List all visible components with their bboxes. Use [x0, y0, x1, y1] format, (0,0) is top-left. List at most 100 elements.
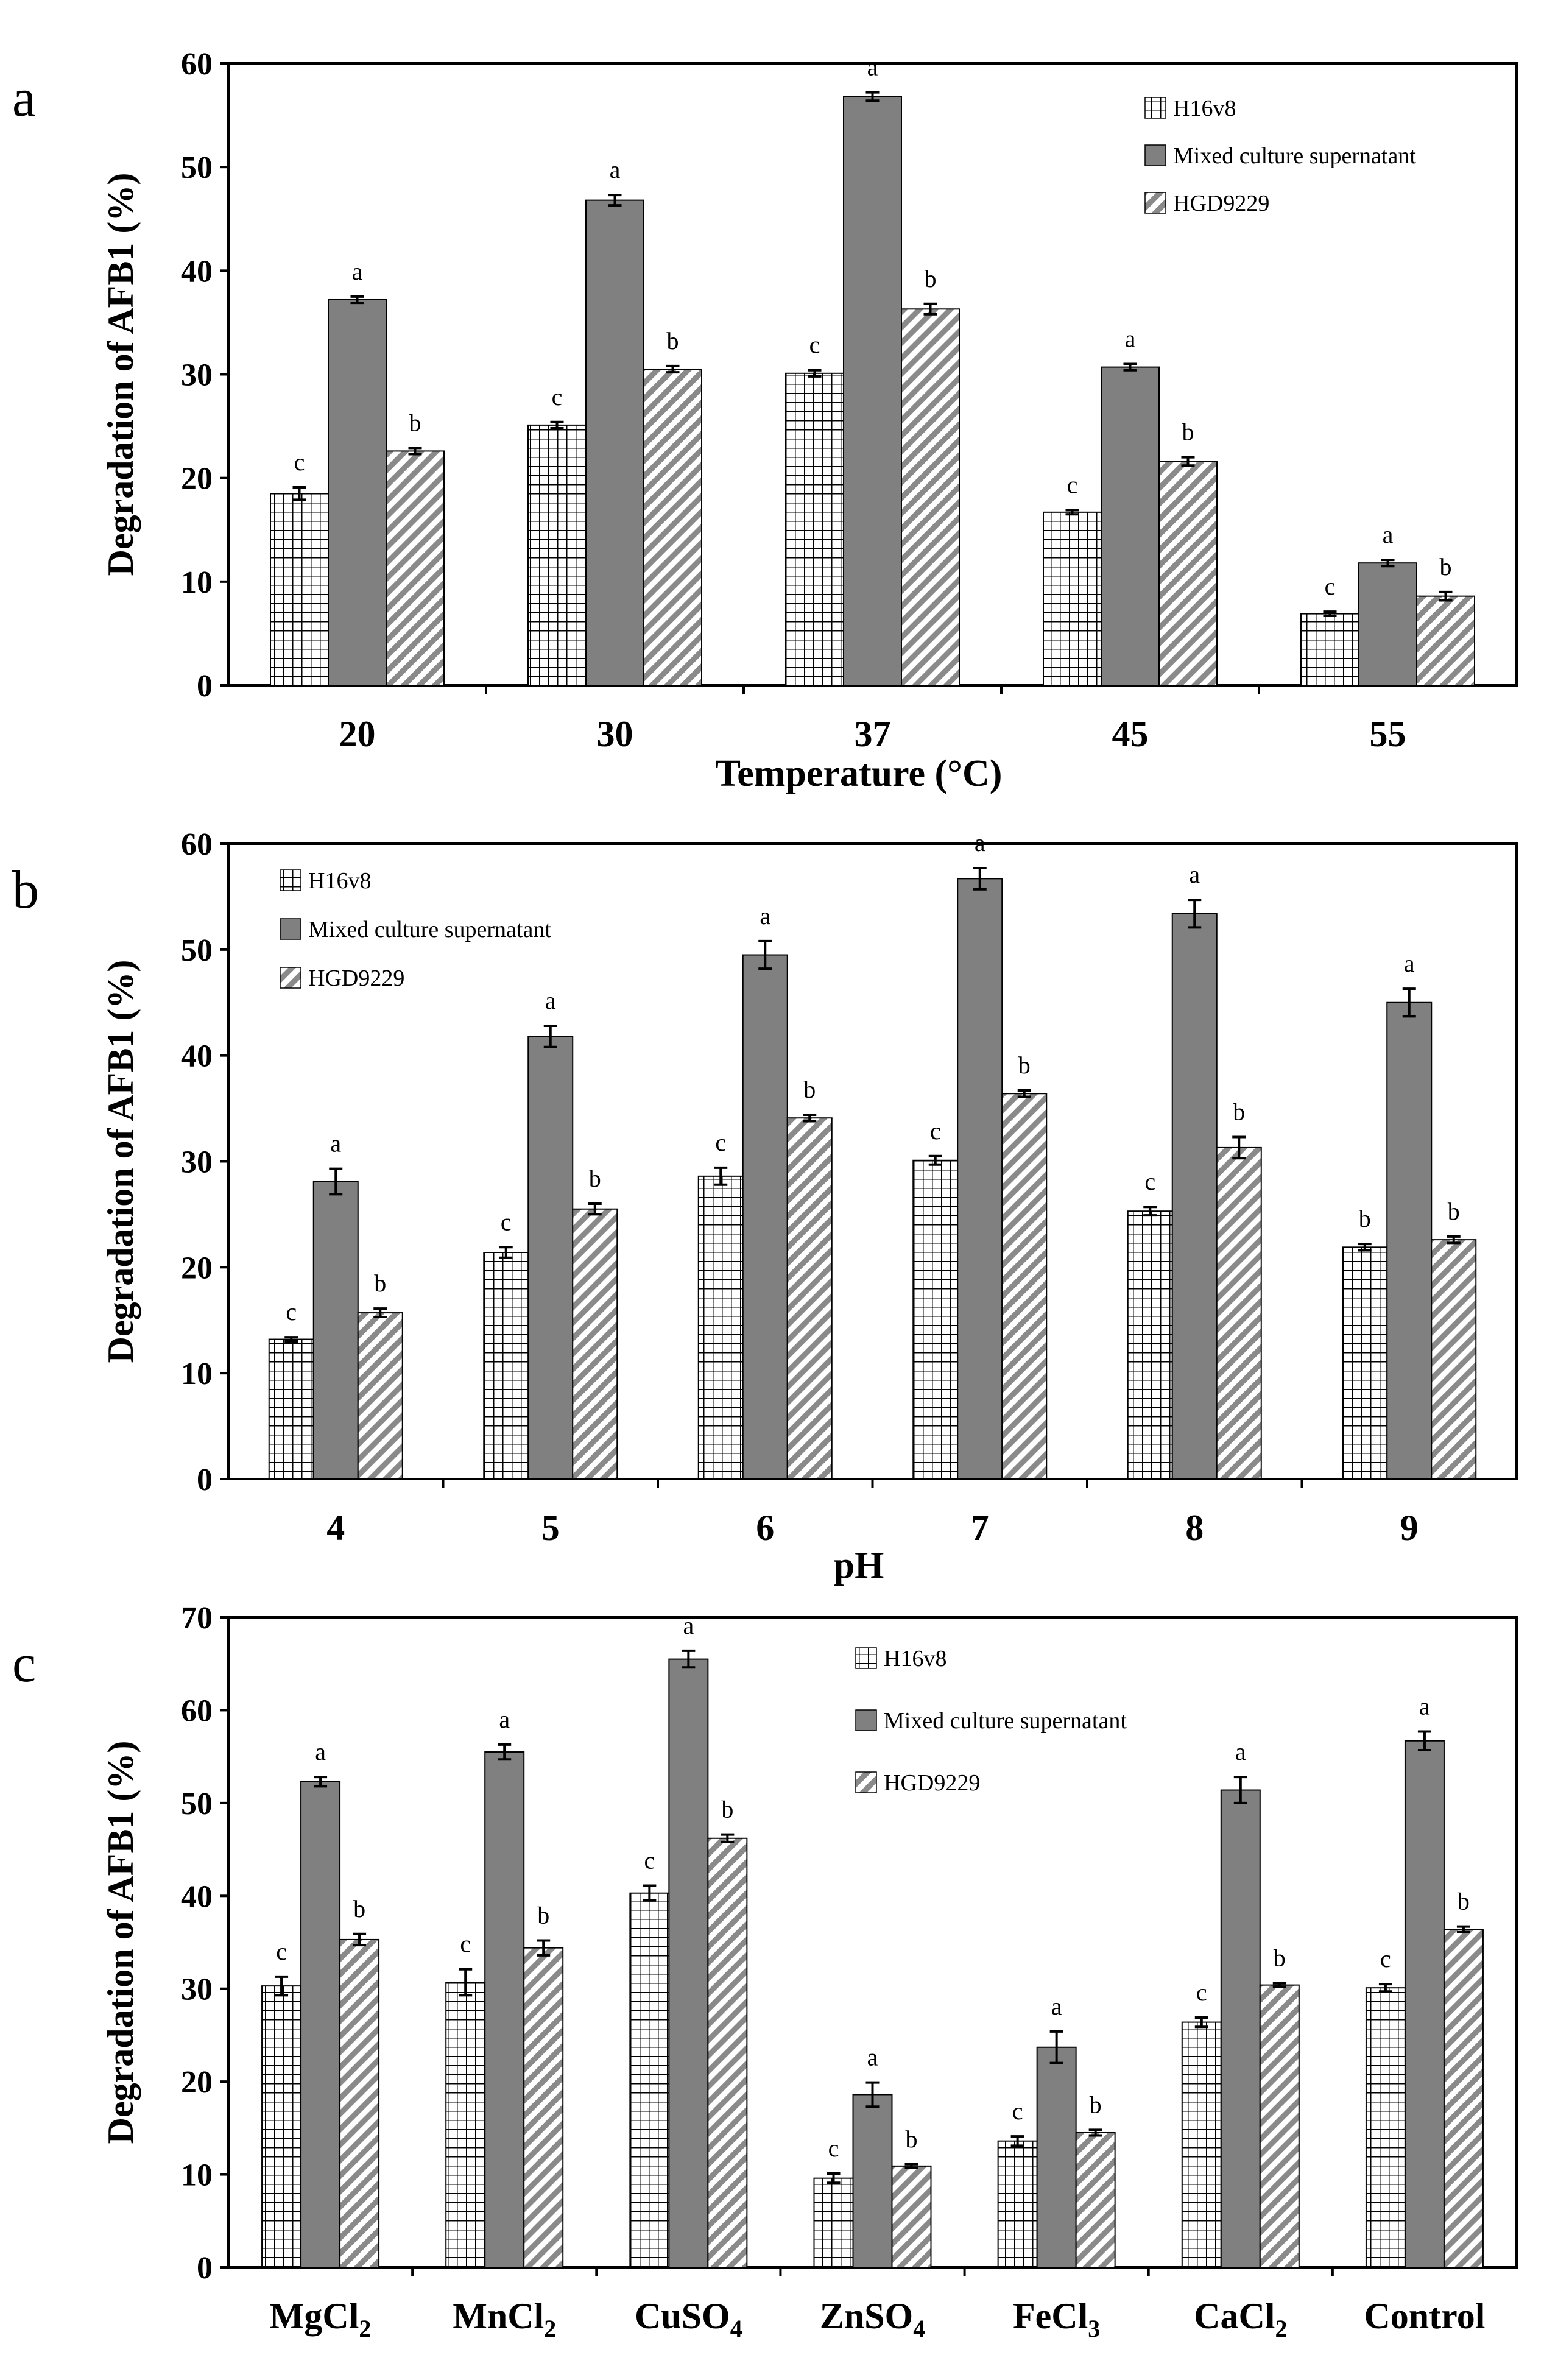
significance-label: a	[1235, 1738, 1246, 1765]
significance-label: b	[1090, 2091, 1102, 2118]
subscript: 2	[359, 2315, 371, 2342]
bar	[697, 1175, 744, 1480]
significance-label: b	[925, 265, 937, 292]
significance-label: c	[286, 1298, 297, 1326]
bar	[1300, 613, 1359, 687]
y-tick-label: 70	[181, 1601, 213, 1636]
significance-label: c	[644, 1847, 655, 1874]
significance-label: a	[867, 54, 878, 81]
legend-label: H16v8	[884, 1646, 946, 1672]
significance-label: c	[552, 383, 563, 411]
significance-label: b	[1274, 1944, 1286, 1972]
legend-swatch	[1144, 144, 1166, 166]
chart-panel-a: a 0 10 20 30 40 50 60 Degradation of AFB1 (%) c a b…	[12, 47, 1518, 794]
bar	[527, 424, 587, 686]
bar	[585, 199, 644, 686]
significance-label: b	[667, 327, 679, 355]
x-category-label: Control	[1364, 2296, 1485, 2336]
significance-label: b	[353, 1895, 365, 1923]
bar	[527, 1036, 574, 1480]
x-category-label: 7	[971, 1508, 989, 1548]
significance-label: c	[294, 448, 305, 476]
legend-label: HGD9229	[308, 966, 404, 991]
bar	[786, 1117, 833, 1480]
significance-label: a	[975, 829, 985, 856]
legend-label: Mixed culture supernatant	[884, 1708, 1127, 1734]
bar	[300, 1781, 341, 2268]
bar	[1416, 595, 1475, 687]
bar	[785, 372, 844, 686]
legend-swatch	[280, 869, 301, 891]
bar	[312, 1181, 359, 1480]
significance-label: c	[828, 2135, 839, 2162]
panel-letter: a	[12, 69, 36, 128]
y-tick-label: 20	[181, 462, 213, 496]
bar	[572, 1208, 618, 1480]
significance-label: a	[1404, 950, 1415, 977]
bar	[1001, 1093, 1048, 1480]
bar	[643, 368, 702, 686]
legend: H16v8 Mixed culture supernatant HGD9229	[1144, 96, 1416, 216]
x-category-label: CuSO4	[635, 2296, 742, 2342]
bar	[445, 1982, 486, 2268]
legend-swatch	[855, 1709, 877, 1731]
x-category-label: MgCl2	[270, 2296, 372, 2342]
x-category-label: MnCl2	[453, 2296, 556, 2342]
significance-label: b	[1448, 1198, 1460, 1225]
bar	[843, 96, 902, 687]
y-tick-label: 10	[181, 2158, 213, 2193]
legend: H16v8 Mixed culture supernatant HGD9229	[280, 868, 551, 991]
bar	[1443, 1929, 1484, 2268]
bar	[1404, 1740, 1445, 2268]
y-tick-label: 30	[181, 1972, 213, 2007]
x-category-label: ZnSO4	[820, 2296, 925, 2342]
bar	[901, 308, 960, 687]
significance-label: a	[760, 902, 770, 930]
legend-label: Mixed culture supernatant	[308, 917, 551, 942]
bar	[1431, 1239, 1477, 1480]
significance-label: b	[374, 1269, 386, 1297]
x-category-label: 45	[1112, 714, 1149, 754]
y-axis-label: Degradation of AFB1 (%)	[100, 960, 141, 1363]
bar	[629, 1892, 670, 2269]
legend-swatch	[1144, 97, 1166, 119]
significance-label: c	[1380, 1945, 1391, 1972]
significance-label: a	[545, 987, 556, 1014]
significance-label: a	[1125, 325, 1136, 352]
significance-label: a	[1189, 861, 1200, 888]
significance-label: b	[906, 2125, 918, 2153]
bar	[261, 1985, 302, 2268]
bar	[268, 1338, 314, 1480]
y-tick-label: 0	[197, 669, 213, 704]
subscript: 2	[1275, 2315, 1287, 2342]
significance-label: a	[610, 156, 621, 183]
y-tick-label: 60	[181, 47, 213, 82]
bar	[1216, 1146, 1262, 1480]
x-category-label: FeCl3	[1013, 2296, 1100, 2342]
bar	[1358, 562, 1417, 686]
significance-label: c	[276, 1938, 287, 1965]
bar	[997, 2140, 1038, 2268]
x-category-label: 9	[1400, 1508, 1419, 1548]
bar	[1386, 1001, 1433, 1480]
bar	[270, 493, 329, 686]
legend-label: HGD9229	[1173, 191, 1269, 216]
y-tick-label: 40	[181, 254, 213, 289]
bar	[707, 1837, 748, 2268]
bar	[328, 298, 387, 687]
bar	[1043, 511, 1102, 686]
significance-label: a	[1051, 1993, 1062, 2020]
subscript: 3	[1088, 2315, 1100, 2342]
y-tick-label: 10	[181, 565, 213, 600]
x-category-label: CaCl2	[1194, 2296, 1287, 2342]
x-category-label: 30	[597, 714, 633, 754]
panel-letter: c	[12, 1634, 36, 1693]
bar	[668, 1658, 709, 2268]
bar	[484, 1751, 525, 2269]
x-category-label: 20	[339, 714, 376, 754]
significance-label: c	[501, 1208, 512, 1235]
y-tick-label: 30	[181, 1145, 213, 1180]
bar	[1171, 913, 1218, 1480]
bar	[1101, 366, 1160, 686]
bar	[1127, 1210, 1173, 1480]
